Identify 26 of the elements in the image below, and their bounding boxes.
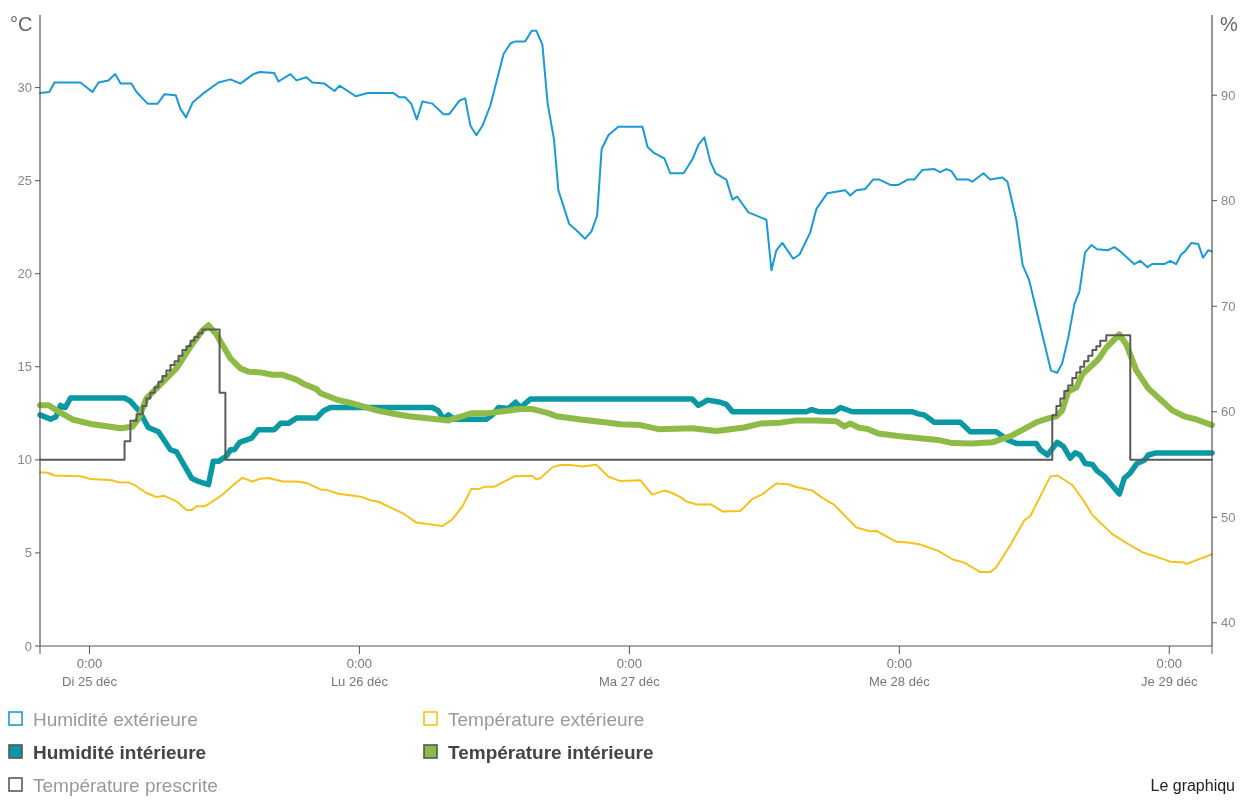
y2-tick-label: 40: [1221, 615, 1236, 631]
legend-label: Humidité intérieure: [33, 741, 207, 763]
x-tick-label: 0:00 Je 29 déc: [1141, 656, 1198, 689]
legend-label: Température extérieure: [448, 708, 645, 730]
y2-tick-label: 90: [1221, 87, 1236, 103]
x-tick-label: 0:00 Ma 27 déc: [599, 656, 661, 689]
y-tick-label: 5: [24, 545, 32, 561]
legend-label: Température intérieure: [448, 741, 654, 763]
y2-tick-label: 60: [1221, 404, 1236, 420]
y2-tick-label: 80: [1221, 193, 1236, 209]
legend-label: Température prescrite: [33, 774, 218, 796]
y2-axis-title: %: [1220, 13, 1238, 35]
y-tick-label: 30: [17, 80, 32, 96]
y-tick-label: 0: [24, 638, 32, 654]
legend-label: Humidité extérieure: [33, 708, 198, 730]
y-tick-label: 10: [17, 452, 32, 468]
y-tick-label: 15: [17, 359, 32, 375]
text: Le graphiqu: [1150, 777, 1235, 794]
y2-tick-label: 50: [1221, 509, 1236, 525]
x-tick-label: 0:00 Me 28 déc: [868, 656, 931, 689]
x-tick-label: 0:00 Di 25 déc: [62, 656, 118, 689]
y-tick-label: 20: [17, 266, 32, 282]
x-tick-label: 0:00 Lu 26 déc: [330, 656, 389, 689]
y2-tick-label: 70: [1221, 298, 1236, 314]
y-tick-label: 25: [17, 173, 32, 189]
y-axis-title: °C: [10, 13, 33, 35]
